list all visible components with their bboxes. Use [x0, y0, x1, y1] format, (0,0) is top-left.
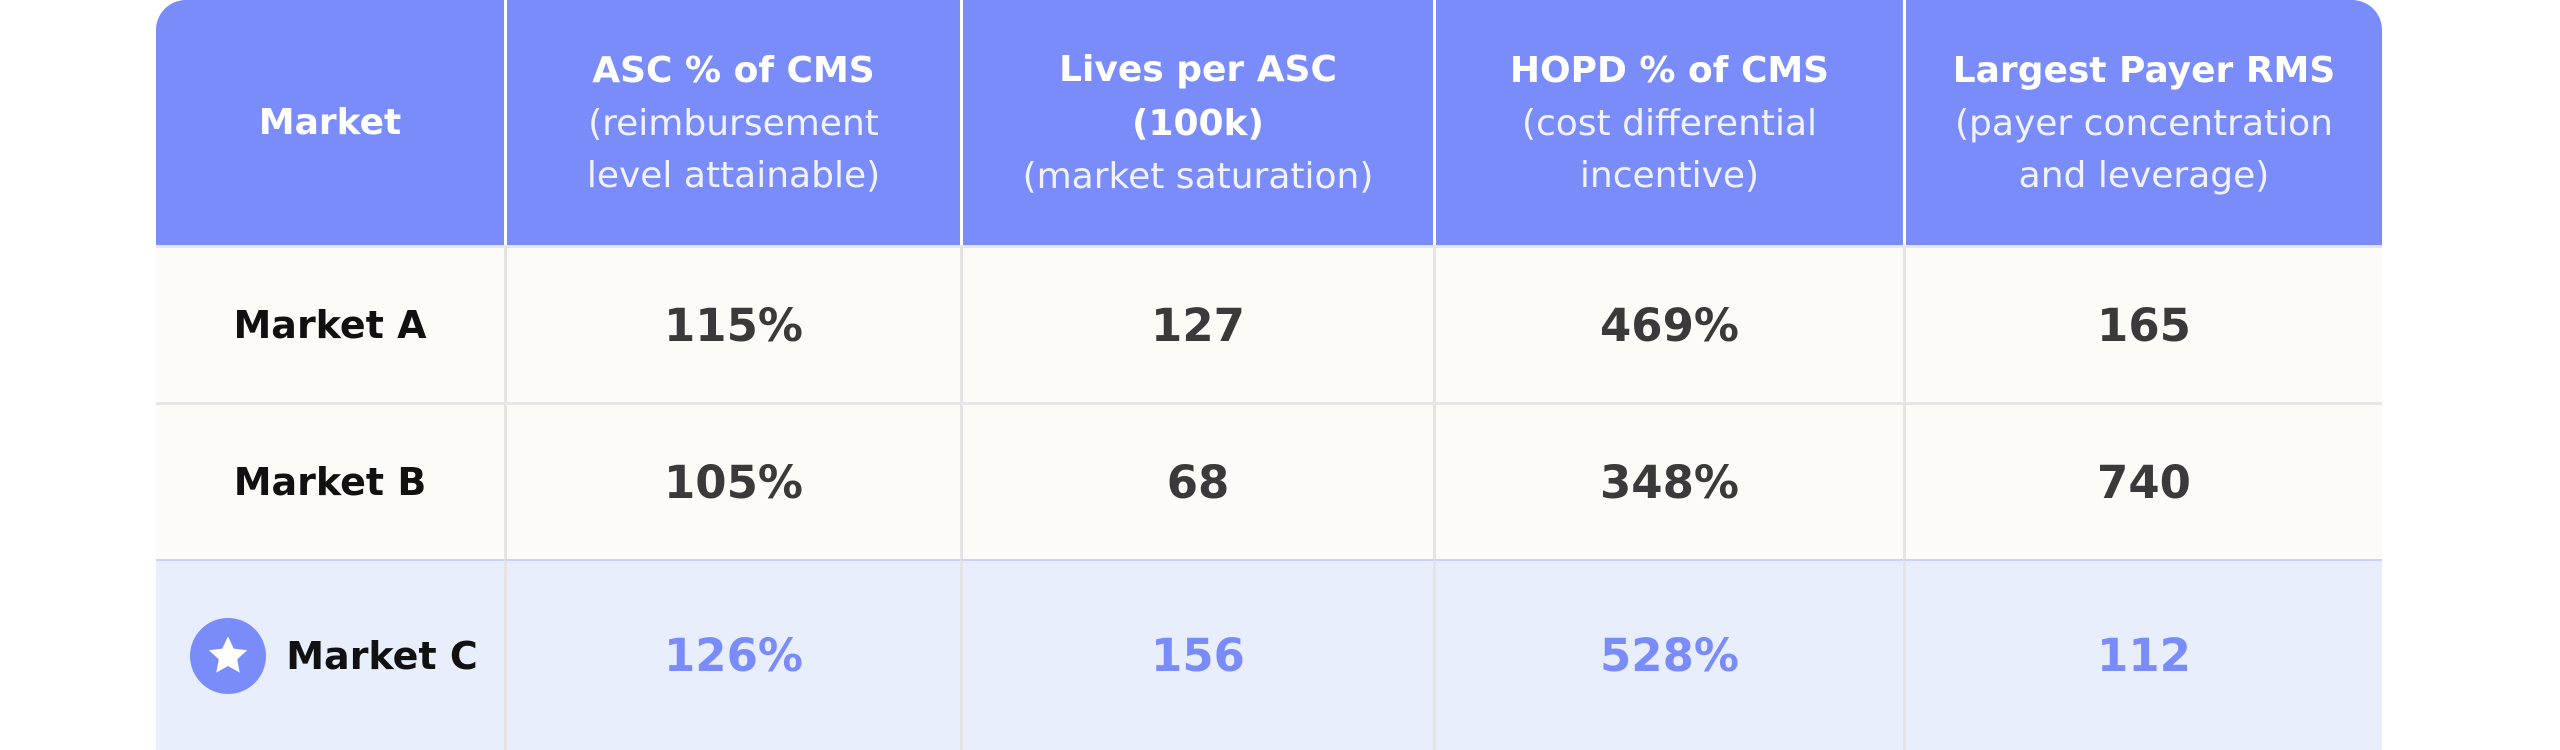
market-comparison-table: Market ASC % of CMS (reimbursement level…	[156, 0, 2382, 750]
row-c-lives: 156	[960, 559, 1433, 750]
row-c-asc: 126%	[504, 559, 960, 750]
header-lives-title: Lives per ASC (100k)	[1059, 48, 1337, 144]
market-b-label: Market B	[233, 460, 427, 504]
market-c-label: Market C	[286, 633, 478, 678]
row-a-hopd: 469%	[1433, 245, 1903, 402]
header-market-title: Market	[258, 101, 402, 143]
header-market: Market	[156, 0, 504, 245]
row-a-payer: 165	[1903, 245, 2382, 402]
row-b-payer: 740	[1903, 402, 2382, 559]
header-payer-title: Largest Payer RMS	[1952, 49, 2336, 91]
header-hopd-title: HOPD % of CMS	[1509, 49, 1830, 91]
market-a-label: Market A	[233, 303, 427, 347]
header-hopd-subtitle: (cost differential incentive)	[1521, 102, 1818, 196]
row-b-lives: 68	[960, 402, 1433, 559]
header-payer: Largest Payer RMS (payer concentration a…	[1903, 0, 2382, 245]
row-a-market: Market A	[156, 245, 504, 402]
header-asc-title: ASC % of CMS	[592, 49, 875, 91]
row-c-market: Market C	[156, 559, 504, 750]
header-asc-subtitle: (reimbursement level attainable)	[586, 102, 881, 196]
row-b-market: Market B	[156, 402, 504, 559]
header-hopd: HOPD % of CMS (cost differential incenti…	[1433, 0, 1903, 245]
row-c-payer: 112	[1903, 559, 2382, 750]
header-lives-subtitle: (market saturation)	[1022, 155, 1374, 197]
row-c-hopd: 528%	[1433, 559, 1903, 750]
header-lives: Lives per ASC (100k) (market saturation)	[960, 0, 1433, 245]
header-asc: ASC % of CMS (reimbursement level attain…	[504, 0, 960, 245]
header-payer-subtitle: (payer concentration and leverage)	[1955, 102, 2333, 196]
row-b-hopd: 348%	[1433, 402, 1903, 559]
star-icon	[190, 617, 267, 694]
row-b-asc: 105%	[504, 402, 960, 559]
row-a-lives: 127	[960, 245, 1433, 402]
row-a-asc: 115%	[504, 245, 960, 402]
